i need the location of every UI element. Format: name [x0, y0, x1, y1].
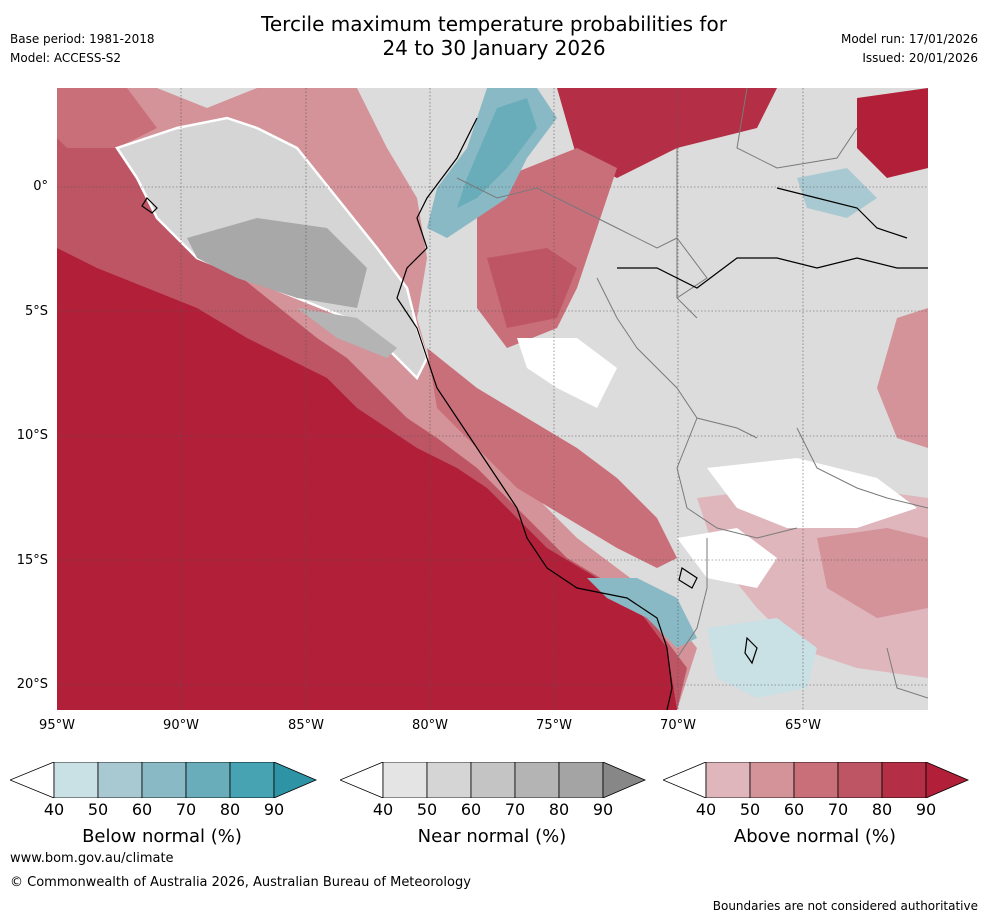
cb-above-tick: 60	[783, 800, 805, 819]
cb-below-seg-3	[141, 762, 187, 798]
model-run: Model run: 17/01/2026	[840, 32, 978, 46]
cb-below-seg-6	[273, 762, 318, 798]
footer-copyright: © Commonwealth of Australia 2026, Austra…	[10, 875, 471, 890]
cb-near-seg-0	[340, 762, 384, 798]
cb-below-label: Below normal (%)	[82, 826, 242, 847]
east-edge-above-normal	[877, 308, 928, 448]
graticule	[57, 88, 928, 710]
colorbar-below-normal: 40 50 60 70 80 90 Below normal (%)	[10, 762, 320, 852]
colorbar-near-normal: 40 50 60 70 80 90 Near normal (%)	[340, 762, 650, 852]
lon-label-70w: 70°W	[660, 718, 696, 733]
ocean-above-normal-dark	[57, 248, 677, 710]
cb-near-tick: 50	[416, 800, 438, 819]
andes-above-normal-dark	[487, 248, 577, 328]
meta-right: Model run: 17/01/2026 Issued: 20/01/2026	[841, 32, 978, 66]
cb-near-seg-1	[382, 762, 428, 798]
colorbar-below-swatches	[10, 762, 318, 798]
cb-below-seg-5	[229, 762, 275, 798]
north-above-normal	[557, 88, 777, 178]
cb-below-tick: 90	[263, 800, 285, 819]
cb-above-tick: 80	[871, 800, 893, 819]
cb-near-tick: 80	[548, 800, 570, 819]
north-east-above-normal	[857, 88, 928, 178]
cb-near-tick: 60	[460, 800, 482, 819]
cb-below-tick: 70	[175, 800, 197, 819]
cb-above-seg-4	[837, 762, 883, 798]
title-line-1: Tercile maximum temperature probabilitie…	[261, 12, 727, 36]
coastline	[141, 117, 928, 710]
cb-below-tick: 40	[43, 800, 65, 819]
cb-near-seg-4	[514, 762, 560, 798]
cb-above-seg-5	[881, 762, 927, 798]
lon-label-85w: 85°W	[288, 718, 324, 733]
southeast-above-normal-mid	[817, 528, 928, 618]
lat-label-0: 0°	[33, 179, 48, 194]
white-zone-bolivia	[677, 528, 777, 588]
coastal-above-normal	[427, 348, 677, 568]
cb-above-seg-6	[925, 762, 970, 798]
cb-below-tick: 60	[131, 800, 153, 819]
cb-near-tick: 70	[504, 800, 526, 819]
cb-near-seg-3	[470, 762, 516, 798]
country-borders	[456, 88, 928, 699]
lon-label-65w: 65°W	[785, 718, 821, 733]
cb-below-seg-0	[10, 762, 55, 798]
cb-above-label: Above normal (%)	[733, 826, 897, 847]
cb-below-tick: 50	[87, 800, 109, 819]
probability-map	[57, 88, 928, 710]
base-period: Base period: 1981-2018	[10, 32, 155, 46]
cb-above-seg-2	[749, 762, 795, 798]
lat-label-5s: 5°S	[24, 304, 48, 319]
cb-near-label: Near normal (%)	[417, 826, 567, 847]
cb-below-seg-2	[97, 762, 143, 798]
map-title: Tercile maximum temperature probabilitie…	[0, 12, 988, 60]
lon-label-80w: 80°W	[412, 718, 448, 733]
issued-date: Issued: 20/01/2026	[862, 51, 978, 65]
lat-label-10s: 10°S	[16, 428, 48, 443]
cb-near-tick: 90	[592, 800, 614, 819]
colorbar-above-normal: 40 50 60 70 80 90 Above normal (%)	[663, 762, 973, 852]
cb-near-seg-5	[558, 762, 604, 798]
cb-above-tick: 50	[739, 800, 761, 819]
colorbar-near-swatches	[340, 762, 647, 798]
nw-above-normal	[57, 88, 157, 148]
cb-below-seg-1	[53, 762, 99, 798]
altiplano-below-normal	[707, 618, 817, 698]
white-zone-central	[517, 338, 617, 408]
cb-above-tick: 40	[695, 800, 717, 819]
cb-near-tick: 40	[372, 800, 394, 819]
cb-near-seg-2	[426, 762, 472, 798]
lat-label-20s: 20°S	[16, 677, 48, 692]
model-name: Model: ACCESS-S2	[10, 51, 122, 65]
title-line-2: 24 to 30 January 2026	[382, 36, 606, 60]
cb-below-tick: 80	[219, 800, 241, 819]
white-zone-south	[707, 458, 917, 528]
colorbar-above-swatches	[663, 762, 970, 798]
near-normal-ocean-dark	[187, 218, 367, 308]
lon-label-95w: 95°W	[39, 718, 75, 733]
near-normal-ocean-dark-2	[297, 308, 397, 358]
meta-left: Base period: 1981-2018 Model: ACCESS-S2	[10, 32, 155, 66]
lat-label-15s: 15°S	[16, 553, 48, 568]
lon-label-75w: 75°W	[536, 718, 572, 733]
cb-above-tick: 90	[915, 800, 937, 819]
footer-disclaimer: Boundaries are not considered authoritat…	[712, 899, 978, 913]
northeast-below-normal	[797, 168, 877, 218]
cb-above-tick: 70	[827, 800, 849, 819]
cb-below-seg-4	[185, 762, 231, 798]
cb-near-seg-6	[602, 762, 647, 798]
lon-label-90w: 90°W	[163, 718, 199, 733]
cb-above-seg-1	[705, 762, 751, 798]
cb-above-seg-3	[793, 762, 839, 798]
footer-url: www.bom.gov.au/climate	[10, 851, 174, 866]
ecuador-below-normal-dark	[457, 98, 537, 208]
cb-above-seg-0	[663, 762, 707, 798]
